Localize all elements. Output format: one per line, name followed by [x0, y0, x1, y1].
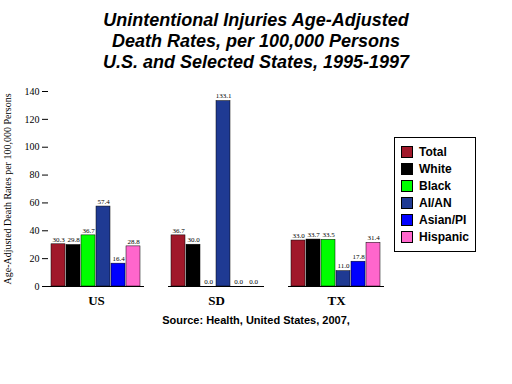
html-text:Black: Black: [419, 179, 451, 193]
svg-text:TX: TX: [327, 293, 346, 308]
svg-text:0.0: 0.0: [204, 278, 213, 286]
svg-text:133.1: 133.1: [216, 92, 232, 100]
svg-text:30.3: 30.3: [52, 236, 65, 244]
html-text:Source: Health, United States,: Source: Health, United States, 2007,: [162, 314, 350, 326]
svg-text:11.0: 11.0: [338, 262, 350, 270]
svg-text:0.0: 0.0: [234, 278, 243, 286]
html-text:White: White: [419, 162, 452, 176]
svg-text:57.4: 57.4: [97, 198, 110, 206]
svg-text:120: 120: [25, 114, 40, 125]
html-text:AI/AN: AI/AN: [419, 196, 452, 210]
svg-text:36.7: 36.7: [82, 227, 95, 235]
svg-text:100: 100: [25, 141, 40, 152]
svg-text:0.0: 0.0: [249, 278, 258, 286]
svg-text:29.8: 29.8: [67, 236, 80, 244]
svg-text:16.4: 16.4: [112, 255, 125, 263]
svg-text:33.5: 33.5: [322, 231, 335, 239]
svg-text:80: 80: [30, 169, 40, 180]
html-text:Hispanic: Hispanic: [419, 230, 469, 244]
svg-text:30.0: 30.0: [187, 236, 200, 244]
svg-text:40: 40: [30, 225, 40, 236]
svg-text:US: US: [88, 293, 105, 308]
html-text:Total: Total: [419, 145, 447, 159]
html-text:Asian/PI: Asian/PI: [419, 213, 467, 227]
svg-text:36.7: 36.7: [172, 227, 185, 235]
svg-text:33.0: 33.0: [292, 232, 305, 240]
svg-text:0: 0: [35, 281, 40, 292]
svg-text:SD: SD: [208, 293, 225, 308]
html-text:U.S. and Selected States, 1995: U.S. and Selected States, 1995-1997: [102, 52, 410, 72]
svg-text:31.4: 31.4: [367, 234, 380, 242]
html-text:Unintentional Injuries Age-Adj: Unintentional Injuries Age-Adjusted Deat…: [103, 10, 409, 51]
svg-text:33.7: 33.7: [307, 231, 320, 239]
svg-text:140: 140: [25, 86, 40, 97]
svg-text:28.8: 28.8: [127, 238, 140, 246]
svg-text:17.8: 17.8: [352, 253, 365, 261]
svg-text:60: 60: [30, 197, 40, 208]
svg-text:20: 20: [30, 253, 40, 264]
svg-text:Age-Adjusted Death Rates per 1: Age-Adjusted Death Rates per 100,000 Per…: [2, 93, 13, 284]
